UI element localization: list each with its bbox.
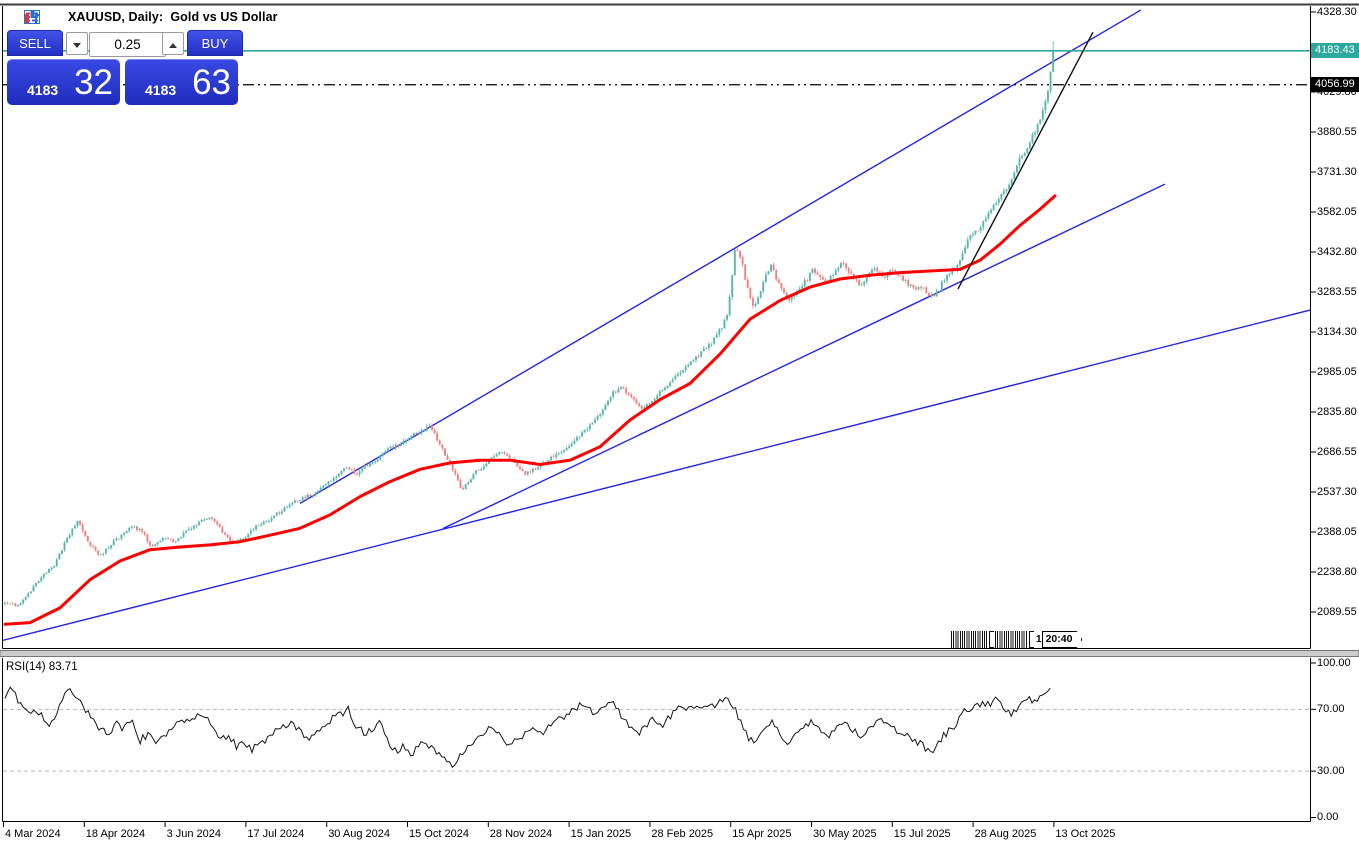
ask-price-badge: 4183.43 bbox=[1311, 43, 1359, 59]
price-tick-label: 2089.55 bbox=[1317, 605, 1357, 618]
arrow-down-icon bbox=[73, 43, 81, 48]
price-tick-label: 3134.30 bbox=[1317, 325, 1357, 338]
sell-price-display[interactable]: 4183 32 bbox=[7, 59, 120, 105]
bracket-mark bbox=[1029, 631, 1034, 648]
price-tick-label: 4328.30 bbox=[1317, 5, 1357, 18]
date-tick-label: 18 Apr 2024 bbox=[85, 828, 146, 840]
date-tick-label: 28 Aug 2025 bbox=[974, 828, 1037, 840]
flag-prefix: 1 bbox=[1036, 634, 1042, 645]
date-tick-label: 15 Apr 2025 bbox=[732, 828, 792, 840]
sell-button[interactable]: SELL bbox=[7, 30, 63, 56]
price-tick-label: 2835.80 bbox=[1317, 405, 1357, 418]
chart-header: XAUUSD, Daily: Gold vs US Dollar bbox=[24, 10, 278, 24]
volume-input[interactable] bbox=[89, 32, 166, 57]
sell-price-main: 4183 bbox=[27, 82, 59, 98]
rsi-tick-label: 70.00 bbox=[1317, 702, 1345, 715]
date-tick-label: 15 Jan 2025 bbox=[570, 828, 632, 840]
date-tick-label: 28 Nov 2024 bbox=[489, 828, 553, 840]
time-axis[interactable]: 4 Mar 2024 18 Apr 2024 3 Jun 2024 17 Jul 20… bbox=[0, 822, 1359, 852]
buy-price-pips: 63 bbox=[192, 63, 231, 102]
price-tick-label: 3880.55 bbox=[1317, 125, 1357, 138]
date-tick-label: 15 Oct 2024 bbox=[409, 828, 469, 840]
price-tick-label: 2686.55 bbox=[1317, 445, 1357, 458]
chart-title: XAUUSD, Daily: Gold vs US Dollar bbox=[68, 10, 278, 24]
volume-increase-button[interactable] bbox=[162, 32, 184, 55]
price-tick-label: 2537.30 bbox=[1317, 485, 1357, 498]
price-axis[interactable]: 4183.43 4056.99 4328.304029.803880.55373… bbox=[1310, 0, 1359, 852]
price-tick-label: 2985.05 bbox=[1317, 365, 1357, 378]
price-tick-label: 3432.80 bbox=[1317, 245, 1357, 258]
date-tick-label: 30 Aug 2024 bbox=[328, 828, 390, 840]
tick-volume-strip: 1 20:40 bbox=[951, 631, 1083, 648]
bracket-mark bbox=[989, 631, 994, 648]
date-tick-label: 28 Feb 2025 bbox=[651, 828, 714, 840]
trade-price-panels: 4183 32 4183 63 bbox=[5, 59, 245, 107]
price-tick-label: 3582.05 bbox=[1317, 205, 1357, 218]
date-tick-label: 15 Jul 2025 bbox=[893, 828, 951, 840]
level-price-badge: 4056.99 bbox=[1311, 77, 1359, 93]
one-click-trading-widget: SELL BUY 4183 32 4183 63 bbox=[5, 29, 245, 107]
price-tick-label: 3731.30 bbox=[1317, 165, 1357, 178]
volume-decrease-button[interactable] bbox=[66, 32, 88, 55]
tick-bars-block bbox=[995, 631, 1028, 648]
buy-price-display[interactable]: 4183 63 bbox=[125, 59, 238, 105]
rsi-tick-label: 0.00 bbox=[1317, 811, 1339, 823]
bar-countdown-flag: 20:40 bbox=[1041, 631, 1083, 648]
buy-button[interactable]: BUY bbox=[187, 30, 243, 56]
date-tick-label: 3 Jun 2024 bbox=[166, 828, 222, 840]
date-tick-label: 13 Oct 2025 bbox=[1055, 828, 1116, 840]
buy-price-main: 4183 bbox=[145, 82, 177, 98]
date-tick-label: 17 Jul 2024 bbox=[247, 828, 305, 840]
trade-controls-row: SELL BUY bbox=[5, 29, 245, 57]
rsi-tick-label: 100.00 bbox=[1317, 656, 1351, 669]
tick-bars-block bbox=[951, 631, 988, 648]
rsi-indicator-label: RSI(14) 83.71 bbox=[6, 661, 78, 673]
date-tick-label: 4 Mar 2024 bbox=[5, 828, 61, 840]
one-click-trading-icon[interactable] bbox=[25, 10, 62, 24]
price-tick-label: 2388.05 bbox=[1317, 525, 1357, 538]
price-tick-label: 2238.80 bbox=[1317, 565, 1357, 578]
price-tick-label: 3283.55 bbox=[1317, 285, 1357, 298]
rsi-tick-label: 30.00 bbox=[1317, 764, 1345, 777]
arrow-up-icon bbox=[169, 43, 177, 48]
sell-price-pips: 32 bbox=[74, 63, 113, 102]
date-tick-label: 30 May 2025 bbox=[813, 828, 877, 840]
